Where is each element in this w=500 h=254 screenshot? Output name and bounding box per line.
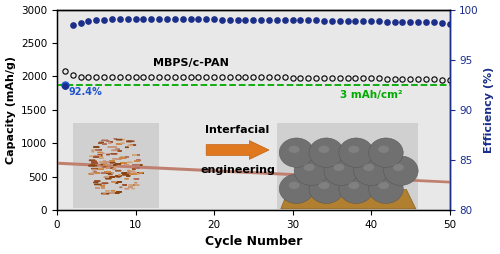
Ellipse shape [368,138,403,167]
Ellipse shape [363,164,374,171]
Ellipse shape [309,174,344,203]
Text: engineering: engineering [200,165,275,175]
Text: MBPS/c-PAN: MBPS/c-PAN [152,58,228,68]
Ellipse shape [294,156,328,185]
Ellipse shape [318,182,330,189]
Ellipse shape [378,146,389,153]
Ellipse shape [0,133,500,199]
Text: Interfacial: Interfacial [206,125,270,135]
Y-axis label: Efficiency (%): Efficiency (%) [484,67,494,153]
Ellipse shape [339,138,374,167]
Ellipse shape [309,138,344,167]
Ellipse shape [368,174,403,203]
Ellipse shape [339,174,374,203]
FancyBboxPatch shape [277,123,418,210]
Y-axis label: Capacity (mAh/g): Capacity (mAh/g) [6,56,16,164]
Ellipse shape [384,156,418,185]
Text: 92.4%: 92.4% [69,87,102,97]
Ellipse shape [288,146,300,153]
X-axis label: Cycle Number: Cycle Number [204,235,302,248]
Ellipse shape [348,146,360,153]
Ellipse shape [393,164,404,171]
Polygon shape [281,189,416,209]
FancyArrow shape [206,141,269,159]
FancyBboxPatch shape [73,123,159,208]
Ellipse shape [348,182,360,189]
Ellipse shape [334,164,344,171]
Ellipse shape [304,164,314,171]
Ellipse shape [279,138,314,167]
Ellipse shape [378,182,389,189]
Text: 3 mAh/cm²: 3 mAh/cm² [340,90,402,101]
Ellipse shape [354,156,388,185]
Ellipse shape [288,182,300,189]
Ellipse shape [324,156,358,185]
Ellipse shape [318,146,330,153]
Ellipse shape [279,174,314,203]
